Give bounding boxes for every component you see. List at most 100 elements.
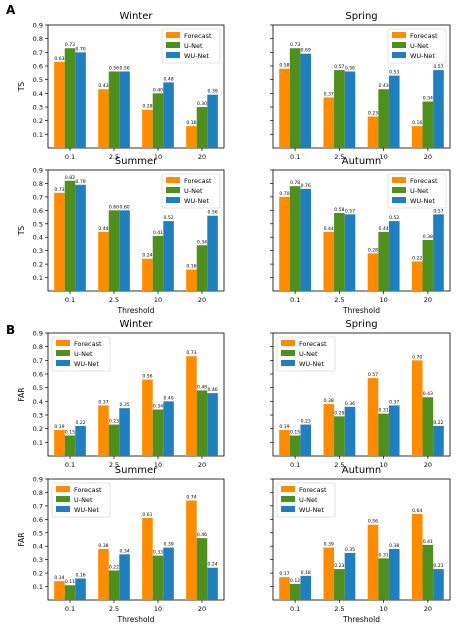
data-label: 0.70 — [412, 354, 422, 360]
legend-label: U-Net — [410, 42, 429, 50]
data-label: 0.16 — [75, 572, 85, 578]
bar-wunet — [300, 424, 312, 456]
bar-wunet — [75, 425, 86, 456]
data-label: 0.36 — [345, 401, 355, 407]
bar-forecast — [367, 253, 379, 291]
chart-panel: Autumn 0.1 0.170.120.18 2.5 0.39 0.23 0.35 10 0.… — [270, 465, 451, 624]
data-label: 0.56 — [368, 519, 378, 525]
legend-label: U-Net — [184, 42, 203, 50]
chart-panel: Winter 0.1 0.2 0.3 0.4 0.5 0.6 0.7 0.8 0.9 FAR 0.1 0… — [17, 319, 225, 469]
data-label: 0.58 — [279, 63, 289, 69]
bar-forecast — [142, 258, 153, 291]
data-label: 0.70 — [75, 46, 85, 52]
data-label: 0.43 — [98, 83, 108, 89]
bar-forecast — [186, 126, 197, 148]
legend-label: WU-Net — [184, 52, 209, 60]
bar-wunet — [300, 53, 312, 149]
x-tick-label: 20 — [198, 296, 206, 304]
data-label: 0.37 — [98, 399, 108, 405]
y-tick-label: 0.4 — [33, 543, 43, 551]
bar-forecast — [142, 109, 153, 148]
bar-wunet — [433, 569, 444, 600]
y-tick-label: 0.8 — [33, 343, 43, 351]
x-tick-label: 0.1 — [290, 296, 300, 304]
data-label: 0.39 — [324, 542, 334, 548]
y-tick-label: 0.2 — [33, 425, 43, 433]
y-tick-label: 0.2 — [33, 261, 43, 269]
data-label: 0.19 — [279, 424, 289, 430]
data-label: 0.74 — [186, 495, 196, 501]
y-tick-label: 0.8 — [33, 489, 43, 497]
bar-wunet — [433, 214, 444, 291]
panel-letter-b: B — [6, 323, 15, 337]
x-tick-label: 10 — [154, 605, 162, 613]
y-tick-label: 0.1 — [33, 583, 43, 591]
bar-unet — [108, 424, 120, 456]
data-label: 0.58 — [334, 207, 344, 213]
plot-frame — [47, 24, 225, 149]
bar-unet — [64, 180, 76, 291]
data-label: 0.73 — [54, 187, 64, 193]
x-tick-label: 20 — [198, 605, 206, 613]
data-label: 0.48 — [197, 384, 207, 390]
data-label: 0.22 — [109, 564, 119, 570]
bar-wunet — [207, 393, 218, 456]
bar-unet — [64, 48, 76, 148]
x-tick-label: 0.1 — [65, 461, 75, 469]
y-tick-label: 0.9 — [33, 330, 43, 338]
data-label: 0.44 — [98, 226, 108, 232]
data-label: 0.11 — [65, 579, 75, 585]
data-label: 0.28 — [142, 104, 152, 110]
legend-label: Forecast — [74, 340, 102, 348]
data-label: 0.16 — [186, 120, 196, 126]
legend-swatch-wunet — [166, 197, 180, 203]
data-label: 0.38 — [423, 234, 433, 240]
x-tick-label: 2.5 — [109, 153, 119, 161]
y-tick-label: 0.6 — [33, 371, 43, 379]
chart-title: Winter — [120, 11, 154, 22]
bar-wunet — [75, 578, 86, 600]
legend-label: WU-Net — [184, 197, 209, 205]
data-label: 0.24 — [207, 562, 217, 568]
data-label: 0.24 — [142, 253, 152, 259]
bar-unet — [64, 585, 76, 600]
bar-unet — [378, 89, 389, 148]
bar-forecast — [411, 126, 423, 148]
legend-label: Forecast — [299, 340, 327, 348]
x-tick-label: 10 — [379, 153, 387, 161]
bar-wunet — [388, 548, 400, 600]
bar-forecast — [54, 61, 65, 148]
plot-frame — [47, 478, 225, 601]
y-tick-label: 0.6 — [33, 63, 43, 71]
x-tick-label: 10 — [154, 153, 162, 161]
x-axis-label: Threshold — [117, 306, 155, 315]
y-tick-label: 0.1 — [33, 131, 43, 139]
bar-unet — [108, 71, 120, 148]
y-tick-label: 0.5 — [33, 220, 43, 228]
bar-wunet — [344, 552, 356, 600]
bar-unet — [108, 570, 120, 600]
data-label: 0.39 — [163, 542, 173, 548]
x-tick-label: 20 — [424, 605, 432, 613]
x-tick-label: 10 — [379, 296, 387, 304]
data-label: 0.73 — [186, 350, 196, 356]
bar-forecast — [323, 97, 335, 148]
bar-unet — [334, 569, 345, 600]
plot-frame — [272, 332, 451, 457]
legend-label: U-Net — [410, 187, 429, 195]
x-tick-label: 2.5 — [334, 153, 344, 161]
legend-label: WU-Net — [299, 506, 324, 514]
bar-forecast — [142, 517, 153, 600]
data-label: 0.22 — [433, 420, 443, 426]
y-tick-label: 0.7 — [33, 502, 43, 510]
bar-unet — [152, 555, 164, 600]
data-label: 0.29 — [334, 410, 344, 416]
bar-unet — [64, 435, 76, 456]
bar-wunet — [207, 94, 218, 148]
data-label: 0.56 — [207, 210, 217, 216]
bar-forecast — [367, 116, 379, 148]
data-label: 0.30 — [197, 101, 207, 107]
bar-forecast — [323, 404, 335, 456]
bar-wunet — [75, 184, 86, 291]
chart-title: Spring — [345, 319, 377, 330]
